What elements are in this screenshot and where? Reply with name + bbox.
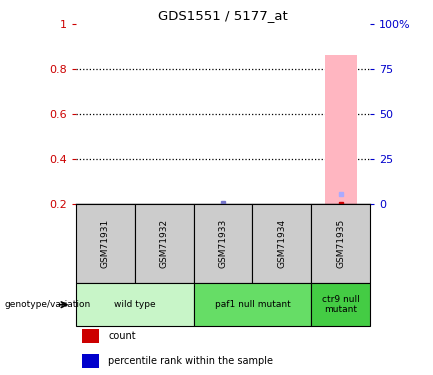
Text: GSM71934: GSM71934: [278, 219, 286, 268]
Text: paf1 null mutant: paf1 null mutant: [215, 300, 290, 309]
Text: wild type: wild type: [114, 300, 155, 309]
Text: percentile rank within the sample: percentile rank within the sample: [108, 356, 273, 366]
Text: ctr9 null
mutant: ctr9 null mutant: [322, 295, 360, 314]
Text: GSM71931: GSM71931: [101, 219, 110, 268]
Text: count: count: [108, 331, 136, 340]
Bar: [325, 55, 357, 204]
Title: GDS1551 / 5177_at: GDS1551 / 5177_at: [158, 9, 288, 22]
Text: GSM71935: GSM71935: [336, 219, 345, 268]
Text: GSM71933: GSM71933: [219, 219, 227, 268]
Text: GSM71932: GSM71932: [160, 219, 168, 268]
Text: genotype/variation: genotype/variation: [4, 300, 90, 309]
